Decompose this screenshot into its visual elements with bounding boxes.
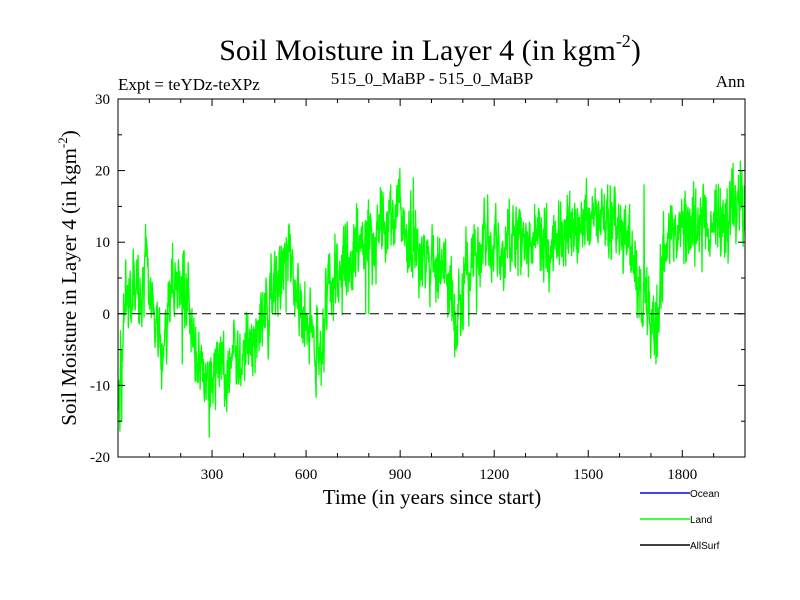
x-axis-label: Time (in years since start) — [323, 485, 542, 509]
y-tick-label: 0 — [103, 307, 111, 323]
x-tick-label: 300 — [201, 467, 224, 483]
x-tick-label: 900 — [389, 467, 412, 483]
y-tick-label: 20 — [95, 164, 110, 180]
x-tick-label: 1800 — [667, 467, 697, 483]
season-label: Ann — [716, 72, 746, 91]
legend-label-ocean: Ocean — [690, 489, 719, 500]
chart-title-close: ) — [631, 34, 641, 67]
y-axis-label: Soil Moisture in Layer 4 (in kgm-2) — [55, 130, 81, 425]
tick-layer: 300 600 900 1200 1500 1800 -20 -10 0 10 20 30 — [90, 92, 745, 483]
series-layer — [117, 160, 746, 438]
legend-label-allsurf: AllSurf — [690, 541, 720, 552]
y-axis-label-main: Soil Moisture in Layer 4 (in kgm — [57, 148, 81, 426]
y-tick-label: -10 — [90, 378, 110, 394]
x-tick-label: 1200 — [479, 467, 509, 483]
x-tick-label: 1500 — [573, 467, 603, 483]
series-line-land — [117, 160, 746, 438]
y-tick-label: 30 — [95, 92, 110, 108]
y-tick-label: -20 — [90, 450, 110, 466]
period-label: 515_0_MaBP - 515_0_MaBP — [331, 69, 533, 88]
legend-label-land: Land — [690, 515, 712, 526]
x-tick-label: 600 — [295, 467, 318, 483]
plot-frame — [117, 98, 746, 458]
chart-title: Soil Moisture in Layer 4 (in kgm-2) — [219, 31, 641, 67]
chart-title-sup: -2 — [616, 31, 631, 51]
plot-area: 300 600 900 1200 1500 1800 -20 -10 0 10 20 30 — [90, 92, 746, 483]
y-axis-label-close: ) — [57, 130, 81, 137]
legend: Ocean Land AllSurf — [640, 489, 720, 552]
y-axis-label-sup: -2 — [55, 137, 70, 148]
experiment-label: Expt = teYDz-teXPz — [118, 75, 260, 94]
chart-title-main: Soil Moisture in Layer 4 (in kgm — [219, 34, 616, 67]
y-tick-label: 10 — [95, 235, 110, 251]
